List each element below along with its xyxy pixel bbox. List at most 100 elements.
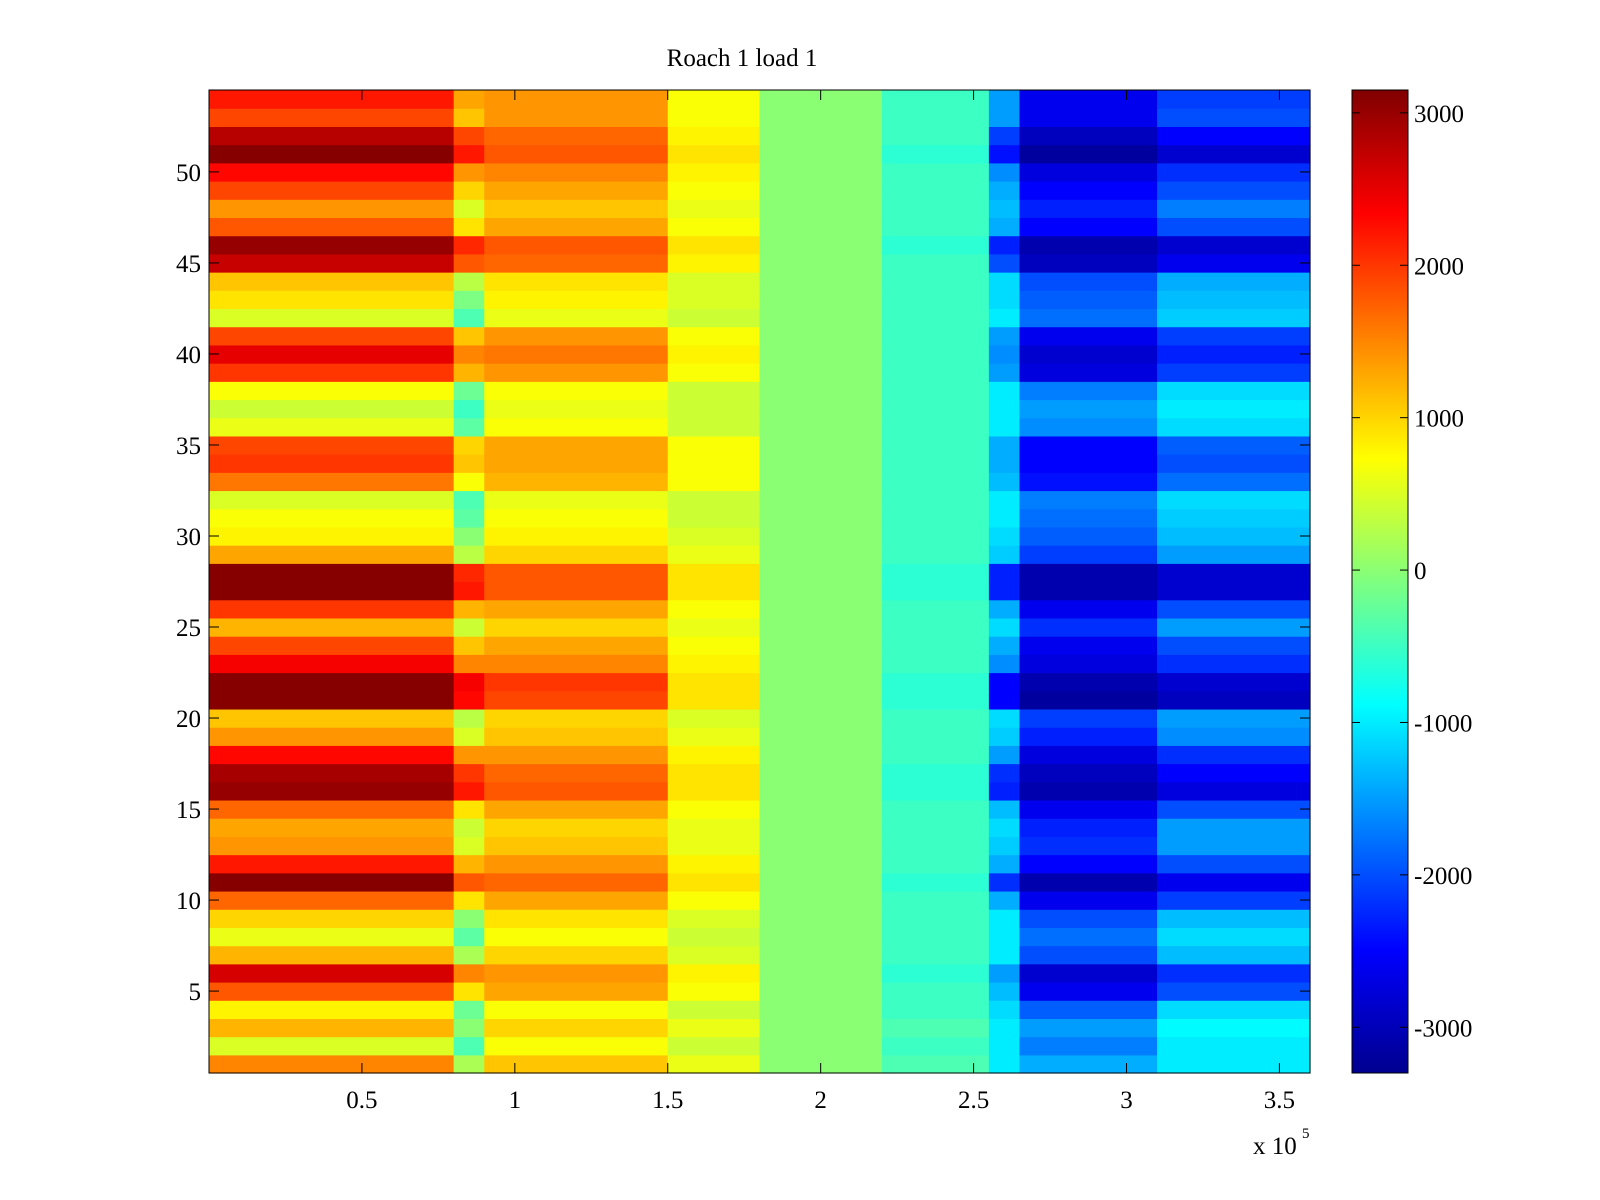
heatmap-cell bbox=[881, 617, 990, 637]
heatmap-cell bbox=[209, 181, 455, 200]
heatmap-cell bbox=[209, 363, 455, 382]
heatmap-cell bbox=[453, 581, 485, 601]
heatmap-cell bbox=[881, 890, 990, 910]
heatmap-cell bbox=[1019, 199, 1158, 219]
heatmap-cell bbox=[484, 308, 669, 328]
heatmap-cell bbox=[453, 890, 485, 910]
heatmap-cell bbox=[1019, 545, 1158, 564]
heatmap-cell bbox=[453, 799, 485, 819]
heatmap-cell bbox=[881, 490, 990, 510]
heatmap-cell bbox=[759, 981, 883, 1001]
heatmap-cell bbox=[881, 144, 990, 164]
heatmap-cell bbox=[484, 1036, 669, 1056]
heatmap-cell bbox=[759, 526, 883, 546]
heatmap-cell bbox=[1019, 526, 1158, 546]
heatmap-cell bbox=[988, 308, 1021, 328]
heatmap-cell bbox=[453, 1054, 485, 1074]
heatmap-cell bbox=[988, 890, 1021, 910]
heatmap-cell bbox=[667, 672, 761, 692]
heatmap-cell bbox=[667, 890, 761, 910]
heatmap-cell bbox=[667, 435, 761, 455]
heatmap-cell bbox=[988, 435, 1021, 455]
heatmap-cell bbox=[453, 708, 485, 728]
heatmap-cell bbox=[667, 654, 761, 674]
heatmap-cell bbox=[453, 563, 485, 583]
heatmap-cell bbox=[881, 1000, 990, 1019]
heatmap-cell bbox=[484, 1018, 669, 1038]
heatmap-cell bbox=[1157, 599, 1311, 619]
heatmap-cell bbox=[1019, 454, 1158, 473]
heatmap-cell bbox=[881, 272, 990, 291]
heatmap-cell bbox=[1157, 344, 1311, 364]
heatmap-cell bbox=[484, 672, 669, 692]
heatmap-cell bbox=[881, 253, 990, 273]
heatmap-cell bbox=[881, 363, 990, 382]
heatmap-cell bbox=[667, 818, 761, 837]
heatmap-cell bbox=[759, 126, 883, 146]
heatmap-cell bbox=[759, 508, 883, 528]
heatmap-cell bbox=[881, 381, 990, 401]
y-tick-label: 25 bbox=[176, 615, 201, 642]
heatmap-cell bbox=[881, 927, 990, 947]
heatmap-cell bbox=[209, 690, 455, 710]
heatmap-cell bbox=[1157, 636, 1311, 655]
heatmap-cell bbox=[209, 144, 455, 164]
heatmap-cell bbox=[209, 745, 455, 765]
heatmap-cell bbox=[988, 217, 1021, 237]
heatmap-cell bbox=[484, 217, 669, 237]
heatmap-cell bbox=[759, 963, 883, 983]
heatmap-cell bbox=[453, 690, 485, 710]
heatmap-cell bbox=[988, 290, 1021, 310]
heatmap-cell bbox=[881, 126, 990, 146]
heatmap-cell bbox=[209, 344, 455, 364]
heatmap-cell bbox=[484, 490, 669, 510]
heatmap-cell bbox=[1157, 745, 1311, 765]
heatmap-cell bbox=[1019, 727, 1158, 746]
heatmap-cell bbox=[881, 818, 990, 837]
heatmap-cell bbox=[1157, 690, 1311, 710]
heatmap-cell bbox=[209, 545, 455, 564]
heatmap-cell bbox=[484, 181, 669, 200]
heatmap-cell bbox=[1157, 290, 1311, 310]
x-tick-label: 2 bbox=[814, 1087, 827, 1114]
heatmap-cell bbox=[453, 344, 485, 364]
heatmap-cell bbox=[759, 872, 883, 892]
heatmap-cell bbox=[667, 690, 761, 710]
heatmap-cell bbox=[988, 1054, 1021, 1074]
heatmap-cell bbox=[1157, 199, 1311, 219]
heatmap-cell bbox=[667, 636, 761, 655]
heatmap-cell bbox=[667, 599, 761, 619]
heatmap-cell bbox=[453, 90, 485, 109]
heatmap-cell bbox=[988, 854, 1021, 874]
heatmap-cell bbox=[759, 672, 883, 692]
heatmap-cell bbox=[1019, 490, 1158, 510]
heatmap-cell bbox=[988, 108, 1021, 127]
heatmap-cell bbox=[209, 836, 455, 856]
heatmap-cell bbox=[1019, 690, 1158, 710]
heatmap-cell bbox=[453, 872, 485, 892]
heatmap-cell bbox=[881, 326, 990, 346]
heatmap-cell bbox=[1019, 563, 1158, 583]
heatmap-cell bbox=[759, 108, 883, 127]
heatmap-cell bbox=[881, 599, 990, 619]
heatmap-cell bbox=[484, 945, 669, 965]
heatmap-cell bbox=[881, 727, 990, 746]
x-tick-label: 3.5 bbox=[1264, 1087, 1295, 1114]
heatmap-cell bbox=[453, 308, 485, 328]
heatmap-cell bbox=[484, 381, 669, 401]
y-tick-label: 15 bbox=[176, 797, 201, 824]
heatmap-cell bbox=[881, 472, 990, 492]
heatmap-cell bbox=[881, 181, 990, 200]
heatmap-cell bbox=[1019, 854, 1158, 874]
heatmap-cell bbox=[667, 235, 761, 255]
heatmap-cell bbox=[667, 126, 761, 146]
heatmap-cell bbox=[209, 708, 455, 728]
heatmap-cell bbox=[667, 945, 761, 965]
heatmap-cell bbox=[1019, 963, 1158, 983]
heatmap-cell bbox=[988, 253, 1021, 273]
heatmap-cell bbox=[484, 144, 669, 164]
heatmap-cell bbox=[667, 526, 761, 546]
x-tick-label: 1 bbox=[509, 1087, 522, 1114]
heatmap-cell bbox=[453, 162, 485, 182]
